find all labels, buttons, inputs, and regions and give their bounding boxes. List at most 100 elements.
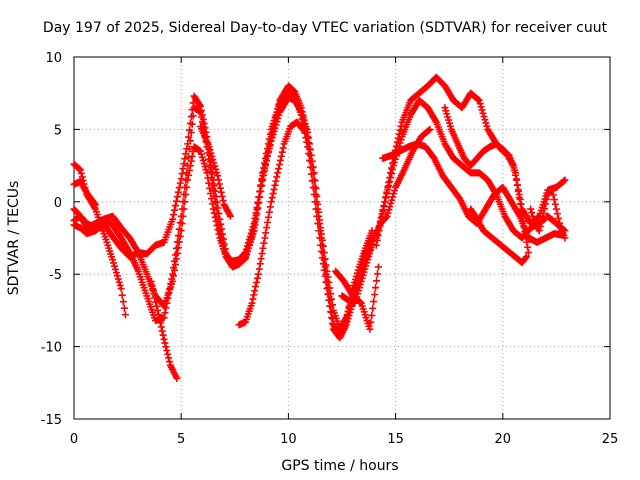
data-point xyxy=(561,234,569,242)
data-point xyxy=(216,184,224,192)
data-point xyxy=(381,198,389,206)
data-point xyxy=(536,222,544,230)
data-point xyxy=(151,294,159,302)
data-point xyxy=(305,150,313,158)
data-point xyxy=(176,179,184,187)
data-point xyxy=(329,319,337,327)
data-point xyxy=(317,247,325,255)
data-point xyxy=(179,165,187,173)
data-point xyxy=(261,234,269,242)
data-point xyxy=(426,125,434,133)
data-point xyxy=(273,173,281,181)
data-point xyxy=(477,103,485,111)
data-point xyxy=(173,374,181,382)
data-point xyxy=(265,208,273,216)
data-point xyxy=(76,165,84,173)
data-point xyxy=(149,286,157,294)
data-point xyxy=(396,139,404,147)
data-point xyxy=(256,187,264,195)
data-point xyxy=(216,227,224,235)
data-point xyxy=(176,219,184,227)
data-point xyxy=(253,278,261,286)
data-point xyxy=(184,162,192,170)
data-point xyxy=(114,275,122,283)
data-point xyxy=(172,197,180,205)
data-point xyxy=(389,162,397,170)
data-point xyxy=(425,126,433,134)
data-point xyxy=(325,296,333,304)
data-point xyxy=(368,227,376,235)
data-point xyxy=(244,244,252,252)
data-point xyxy=(166,358,174,366)
data-point xyxy=(384,209,392,217)
data-point xyxy=(154,306,162,314)
data-point xyxy=(218,192,226,200)
data-point xyxy=(164,350,172,358)
data-point xyxy=(214,172,222,180)
data-point xyxy=(275,165,283,173)
data-point xyxy=(171,206,179,214)
data-point xyxy=(312,205,320,213)
data-point xyxy=(185,153,193,161)
data-point xyxy=(542,200,550,208)
data-point xyxy=(109,256,117,264)
data-point xyxy=(178,205,186,213)
data-point xyxy=(519,217,527,225)
data-point xyxy=(169,215,177,223)
data-point xyxy=(374,226,382,234)
data-point xyxy=(173,238,181,246)
data-point xyxy=(205,179,213,187)
data-point xyxy=(205,143,213,151)
data-point xyxy=(215,176,223,184)
data-point xyxy=(118,291,126,299)
data-point xyxy=(259,169,267,177)
data-point xyxy=(541,205,549,213)
data-point xyxy=(153,302,161,310)
data-point xyxy=(160,314,168,322)
data-point xyxy=(174,232,182,240)
data-point xyxy=(181,183,189,191)
data-point xyxy=(121,311,129,319)
data-point xyxy=(367,318,375,326)
data-point xyxy=(219,197,227,205)
data-point xyxy=(203,169,211,177)
data-point xyxy=(561,176,569,184)
data-point xyxy=(268,194,276,202)
data-point xyxy=(369,304,377,312)
data-point xyxy=(207,149,215,157)
series-track-h xyxy=(235,118,310,329)
data-point xyxy=(371,291,379,299)
data-point xyxy=(147,277,155,285)
data-point xyxy=(482,119,490,127)
data-point xyxy=(213,209,221,217)
data-point xyxy=(372,234,380,242)
data-point xyxy=(171,251,179,259)
data-point xyxy=(91,201,99,209)
data-point xyxy=(267,198,275,206)
data-point xyxy=(386,178,394,186)
data-point xyxy=(530,216,538,224)
data-point xyxy=(213,169,221,177)
data-point xyxy=(179,198,187,206)
data-point xyxy=(313,212,321,220)
series-track-j xyxy=(338,212,391,307)
data-point xyxy=(372,241,380,249)
data-point xyxy=(388,196,396,204)
series-track-m xyxy=(379,140,567,246)
data-point xyxy=(520,223,528,231)
data-point xyxy=(209,186,217,194)
data-point xyxy=(161,309,169,317)
data-point xyxy=(152,298,160,306)
data-point xyxy=(378,210,386,218)
data-point xyxy=(156,319,164,327)
data-point xyxy=(115,278,123,286)
data-point xyxy=(167,280,175,288)
data-point xyxy=(214,215,222,223)
data-point xyxy=(543,195,551,203)
data-point xyxy=(397,122,405,130)
data-point xyxy=(189,148,197,156)
data-point xyxy=(261,159,269,167)
data-point xyxy=(116,281,124,289)
data-point xyxy=(480,113,488,121)
series-track-f xyxy=(147,277,181,382)
